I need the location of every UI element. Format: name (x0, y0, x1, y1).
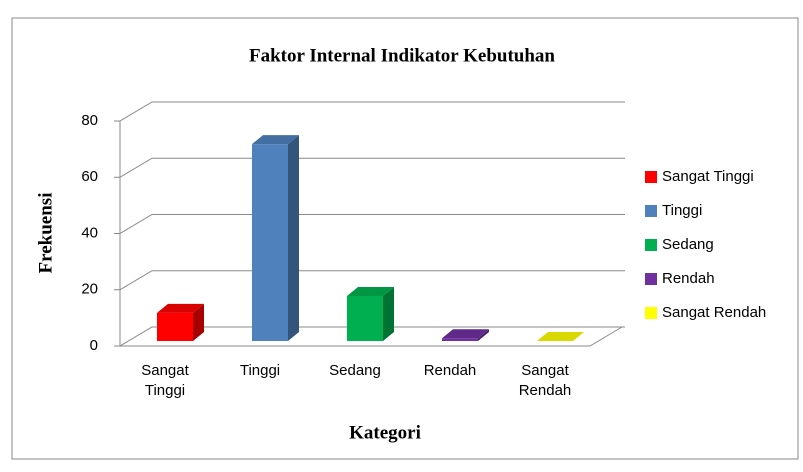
bar-side (478, 329, 489, 341)
bar (442, 329, 489, 341)
bar-side (193, 303, 204, 341)
legend-label: Rendah (662, 270, 715, 287)
legend-label: Sangat Rendah (662, 304, 766, 321)
bar-top (347, 287, 394, 296)
bar-front (252, 144, 288, 341)
legend-swatch (645, 307, 657, 319)
bar (252, 135, 299, 341)
chart-title: Faktor Internal Indikator Kebutuhan (249, 45, 555, 66)
x-tick-label: Tinggi (240, 362, 280, 379)
grid-line (119, 326, 625, 347)
x-tick-label: Sedang (329, 362, 381, 379)
y-tick-label: 80 (81, 112, 98, 129)
legend-label: Sangat Tinggi (662, 168, 754, 185)
legend-label: Sedang (662, 236, 714, 253)
chart-border (11, 17, 799, 460)
legend-swatch (645, 205, 657, 217)
bar (537, 332, 584, 341)
grid-line (119, 214, 625, 234)
y-tick-label: 0 (90, 337, 98, 354)
legend-swatch (645, 273, 657, 285)
bar-side (288, 135, 299, 341)
bar-top (442, 329, 489, 339)
grid-line (119, 157, 625, 178)
x-axis-title: Kategori (349, 422, 421, 443)
bar-top (537, 332, 584, 341)
legend-label: Tinggi (662, 202, 702, 219)
bar-front (442, 338, 478, 341)
y-axis-title: Frekuensi (35, 193, 56, 274)
grid-line (119, 101, 625, 122)
bar-top (252, 135, 299, 145)
bar-top (157, 303, 204, 313)
bar-front (157, 312, 193, 341)
grid-line (119, 270, 625, 291)
bar-side (383, 287, 394, 341)
x-tick-label: Rendah (424, 362, 477, 379)
legend-swatch (645, 239, 657, 251)
y-tick-label: 60 (81, 168, 98, 185)
x-tick-label: Sangat Rendah (519, 362, 572, 399)
y-tick-label: 40 (81, 224, 98, 241)
legend-swatch (645, 171, 657, 183)
x-tick-label: Sangat Tinggi (141, 362, 189, 399)
y-tick-label: 20 (81, 281, 98, 298)
floor-edge (120, 326, 623, 347)
bar-front (347, 296, 383, 341)
bar (347, 287, 394, 341)
bar (157, 303, 204, 341)
